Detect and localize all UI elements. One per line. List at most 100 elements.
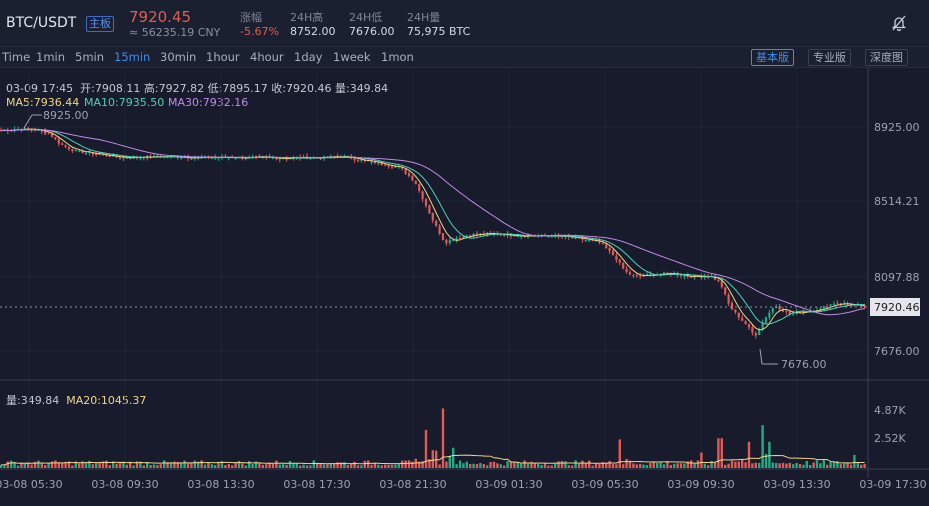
volume-bar bbox=[227, 464, 230, 468]
volume-bar bbox=[319, 463, 322, 468]
volume-bar bbox=[40, 463, 43, 468]
tab-1hour[interactable]: 1hour bbox=[206, 50, 240, 64]
candle-body bbox=[635, 275, 638, 277]
volume-bar bbox=[836, 460, 839, 468]
volume-bar bbox=[649, 462, 652, 468]
volume-bar bbox=[13, 462, 16, 468]
volume-bar bbox=[47, 463, 50, 468]
tab-1mon[interactable]: 1mon bbox=[381, 50, 414, 64]
volume-bar bbox=[720, 438, 723, 468]
volume-bar bbox=[537, 463, 540, 468]
volume-bar bbox=[295, 463, 298, 468]
candle-body bbox=[707, 276, 710, 278]
stat-change: 涨幅 -5.67% bbox=[240, 11, 279, 38]
candle-body bbox=[751, 327, 754, 333]
max-marker-label: 8925.00 bbox=[43, 109, 89, 122]
volume-bar bbox=[860, 464, 863, 468]
candle-body bbox=[761, 322, 764, 329]
candle-body bbox=[822, 306, 825, 309]
alert-off-icon[interactable] bbox=[890, 14, 908, 32]
volume-bar bbox=[462, 463, 465, 468]
depth-chart-button[interactable]: 深度图 bbox=[865, 49, 908, 66]
volume-bar bbox=[751, 463, 754, 468]
volume-bar bbox=[632, 463, 635, 468]
candle-body bbox=[54, 137, 57, 140]
volume-bar bbox=[523, 460, 526, 468]
candle-body bbox=[513, 235, 516, 237]
volume-bar bbox=[377, 464, 380, 468]
volume-bar bbox=[656, 462, 659, 468]
candle-body bbox=[802, 311, 805, 313]
volume-bar bbox=[353, 461, 356, 468]
stat-24h-low: 24H低 7676.00 bbox=[349, 11, 395, 38]
volume-bar bbox=[129, 461, 132, 468]
volume-bar bbox=[326, 464, 329, 468]
volume-bar bbox=[781, 462, 785, 468]
pair-name[interactable]: BTC/USDT bbox=[6, 15, 77, 31]
time-tick-label: 03-08 17:30 bbox=[283, 478, 350, 491]
volume-bar bbox=[346, 465, 349, 468]
min-marker-line bbox=[759, 348, 763, 365]
candle-body bbox=[190, 158, 193, 160]
candle-body bbox=[717, 280, 720, 282]
volume-bar bbox=[411, 461, 414, 468]
tab-1day[interactable]: 1day bbox=[294, 50, 323, 64]
tab-5min[interactable]: 5min bbox=[75, 50, 105, 64]
candle-body bbox=[40, 130, 43, 132]
volume-bar bbox=[795, 463, 798, 468]
volume-bar bbox=[397, 464, 400, 468]
candle-body bbox=[594, 240, 598, 242]
price-tick-label: 8097.88 bbox=[874, 271, 920, 284]
volume-bar bbox=[785, 463, 788, 468]
volume-bar bbox=[734, 461, 737, 468]
volume-bar bbox=[401, 460, 404, 468]
volume-bar bbox=[441, 408, 445, 468]
candle-body bbox=[720, 280, 723, 288]
volume-bar bbox=[557, 461, 560, 468]
volume-bar bbox=[74, 461, 77, 468]
volume-bar bbox=[292, 463, 295, 468]
candle-body bbox=[384, 164, 387, 166]
candle-body bbox=[469, 235, 472, 237]
candle-body bbox=[768, 312, 771, 318]
basic-version-button[interactable]: 基本版 bbox=[751, 49, 794, 66]
tab-1min[interactable]: 1min bbox=[36, 50, 66, 64]
volume-bar bbox=[268, 462, 271, 468]
volume-bar bbox=[214, 465, 217, 468]
volume-bar bbox=[700, 452, 703, 468]
candle-body bbox=[125, 157, 128, 159]
volume-bar bbox=[299, 465, 302, 468]
volume-bar bbox=[659, 462, 662, 468]
candle-body bbox=[598, 240, 601, 243]
volume-bar bbox=[775, 462, 778, 468]
tab-15min[interactable]: 15min bbox=[114, 50, 151, 64]
tab-4hour[interactable]: 4hour bbox=[250, 50, 284, 64]
candle-body bbox=[370, 161, 373, 163]
volume-bar bbox=[336, 462, 339, 468]
candle-body bbox=[754, 332, 757, 336]
volume-bar bbox=[356, 465, 360, 468]
candle-body bbox=[679, 274, 683, 276]
candle-body bbox=[380, 162, 383, 165]
volume-bar bbox=[384, 464, 387, 468]
volume-bar bbox=[125, 464, 128, 468]
volume-bar bbox=[829, 461, 832, 468]
volume-bar bbox=[251, 463, 254, 468]
tab-time[interactable]: Time bbox=[2, 50, 31, 64]
candle-body bbox=[455, 238, 458, 240]
volume-bar bbox=[611, 463, 615, 468]
candle-body bbox=[61, 143, 64, 145]
candle-body bbox=[744, 320, 747, 325]
volume-bar bbox=[608, 460, 611, 468]
tab-30min[interactable]: 30min bbox=[160, 50, 197, 64]
tab-1week[interactable]: 1week bbox=[333, 50, 371, 64]
board-badge: 主板 bbox=[86, 16, 114, 32]
candle-body bbox=[781, 309, 785, 312]
volume-bar bbox=[727, 463, 730, 468]
volume-bar bbox=[101, 461, 105, 468]
volume-bar bbox=[666, 461, 669, 468]
candlestick-chart[interactable]: 8925.00 8514.21 8097.88 7676.00 4.87K 2.52K 03… bbox=[0, 68, 929, 506]
pro-version-button[interactable]: 专业版 bbox=[808, 49, 851, 66]
candle-body bbox=[758, 329, 761, 336]
volume-bar bbox=[312, 460, 315, 468]
